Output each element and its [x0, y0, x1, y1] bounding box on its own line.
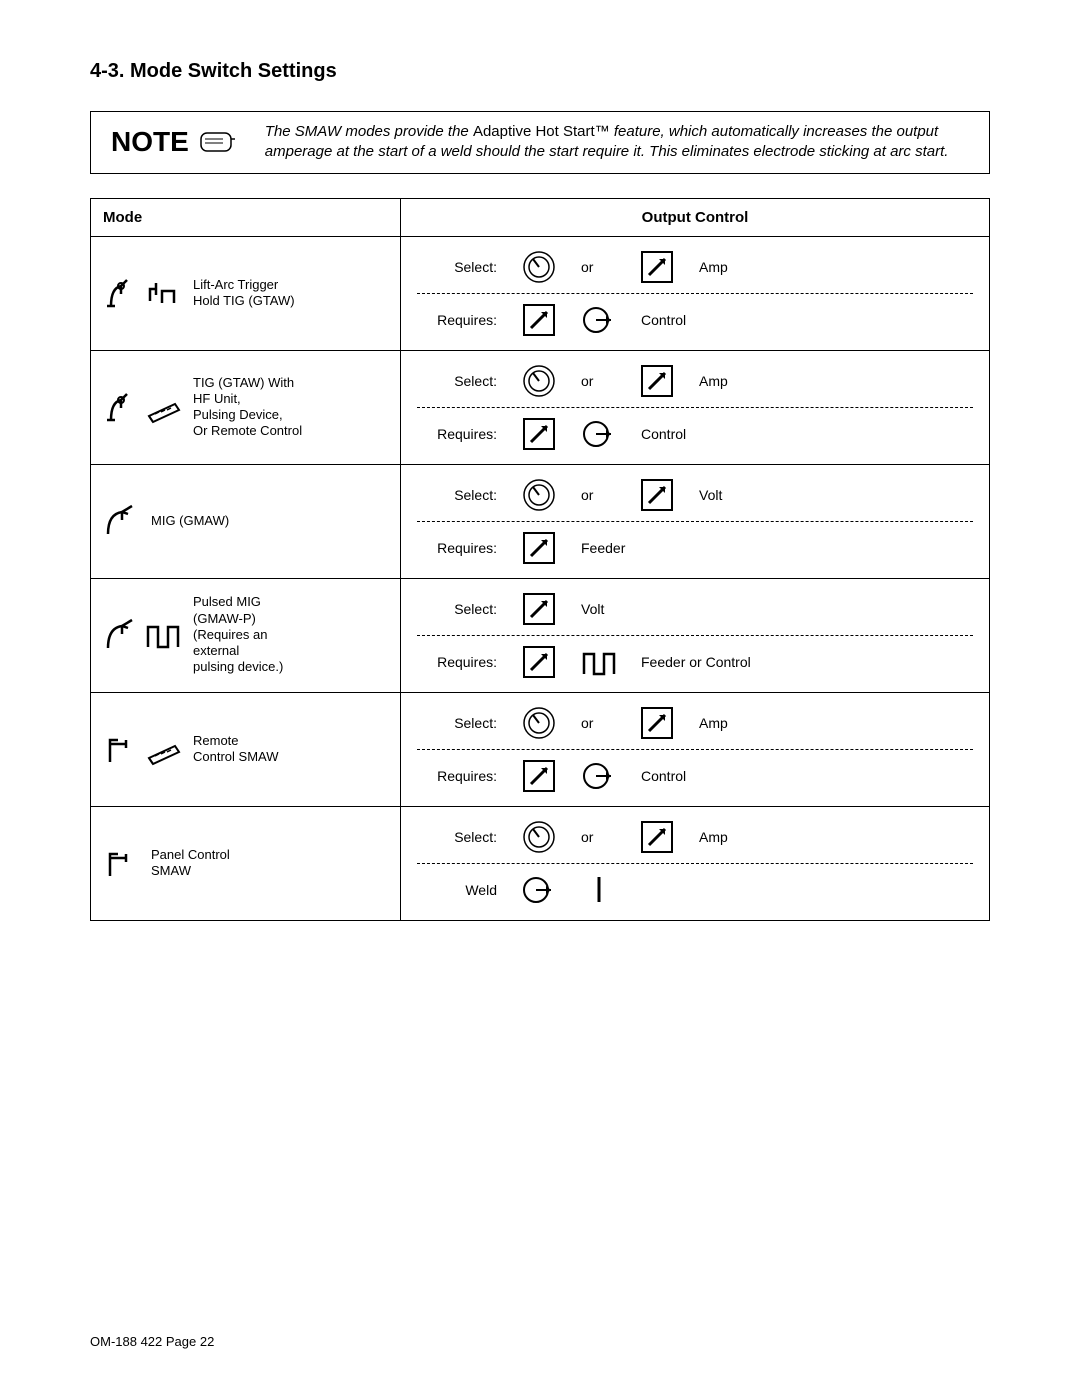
- mode-label: Remote Control SMAW: [193, 733, 278, 766]
- trigger-icon: [145, 275, 181, 311]
- control-text: Control: [641, 768, 686, 784]
- mode-cell: TIG (GTAW) With HF Unit, Pulsing Device,…: [91, 351, 401, 464]
- or-text: or: [581, 487, 615, 503]
- requires-label: Requires:: [417, 654, 497, 670]
- remote-panel-icon: [639, 819, 675, 855]
- mode-cell: Panel Control SMAW: [91, 807, 401, 920]
- tig-torch-icon: [103, 389, 139, 425]
- mode-cell: Lift-Arc Trigger Hold TIG (GTAW): [91, 237, 401, 350]
- remote-panel-icon: [639, 477, 675, 513]
- section-heading: 4-3. Mode Switch Settings: [90, 60, 990, 83]
- select-label: Select:: [417, 487, 497, 503]
- output-cell: Select: or Amp Requires: Control: [401, 237, 989, 350]
- mode-label: Pulsed MIG (GMAW-P) (Requires an externa…: [193, 594, 283, 675]
- volt-text: Volt: [699, 487, 733, 503]
- weld-label: Weld: [417, 882, 497, 898]
- remote-panel-icon: [521, 416, 557, 452]
- th-output: Output Control: [401, 199, 989, 236]
- requires-label: Requires:: [417, 312, 497, 328]
- note-p2: Adaptive Hot Start™: [473, 123, 610, 140]
- table-row: Panel Control SMAW Select: or Amp Weld: [91, 807, 989, 920]
- amp-text: Amp: [699, 829, 733, 845]
- note-box: NOTE The SMAW modes provide the Adaptive…: [90, 111, 990, 174]
- volt-text: Volt: [581, 601, 615, 617]
- or-text: or: [581, 829, 615, 845]
- modes-table: Mode Output Control Lift-Arc Trigger Hol…: [90, 198, 990, 921]
- select-label: Select:: [417, 259, 497, 275]
- mig-gun-icon: [103, 503, 139, 539]
- connector-icon: [521, 872, 557, 908]
- electrode-icon: [581, 872, 617, 908]
- select-label: Select:: [417, 715, 497, 731]
- foot-pedal-icon: [145, 731, 181, 767]
- stick-holder-icon: [103, 845, 139, 881]
- mode-label: Lift-Arc Trigger Hold TIG (GTAW): [193, 277, 295, 310]
- remote-panel-icon: [639, 705, 675, 741]
- note-label: NOTE: [111, 126, 189, 158]
- pointing-hand-icon: [199, 124, 235, 160]
- page-footer: OM-188 422 Page 22: [90, 1334, 214, 1349]
- remote-panel-icon: [521, 644, 557, 680]
- table-row: MIG (GMAW) Select: or Volt Requires: Fee…: [91, 465, 989, 579]
- mode-label: TIG (GTAW) With HF Unit, Pulsing Device,…: [193, 375, 302, 440]
- feeder-or-control-text: Feeder or Control: [641, 654, 751, 670]
- pulse-icon: [581, 644, 617, 680]
- dial-icon: [521, 477, 557, 513]
- select-label: Select:: [417, 829, 497, 845]
- mig-gun-icon: [103, 617, 139, 653]
- control-text: Control: [641, 312, 686, 328]
- or-text: or: [581, 259, 615, 275]
- mode-cell: Pulsed MIG (GMAW-P) (Requires an externa…: [91, 579, 401, 692]
- remote-panel-icon: [639, 249, 675, 285]
- control-text: Control: [641, 426, 686, 442]
- requires-label: Requires:: [417, 540, 497, 556]
- feeder-text: Feeder: [581, 540, 625, 556]
- table-row: Pulsed MIG (GMAW-P) (Requires an externa…: [91, 579, 989, 693]
- output-cell: Select: or Amp Requires: Control: [401, 351, 989, 464]
- note-p1: The SMAW modes provide the: [265, 123, 473, 140]
- remote-panel-icon: [521, 530, 557, 566]
- dial-icon: [521, 819, 557, 855]
- mode-cell: MIG (GMAW): [91, 465, 401, 578]
- output-cell: Select: or Amp Requires: Control: [401, 693, 989, 806]
- output-cell: Select: or Amp Weld: [401, 807, 989, 920]
- foot-pedal-icon: [145, 389, 181, 425]
- amp-text: Amp: [699, 715, 733, 731]
- select-label: Select:: [417, 373, 497, 389]
- amp-text: Amp: [699, 259, 733, 275]
- connector-icon: [581, 302, 617, 338]
- tig-torch-icon: [103, 275, 139, 311]
- select-label: Select:: [417, 601, 497, 617]
- dial-icon: [521, 363, 557, 399]
- note-text: The SMAW modes provide the Adaptive Hot …: [255, 122, 969, 163]
- or-text: or: [581, 373, 615, 389]
- mode-label: Panel Control SMAW: [151, 847, 230, 880]
- remote-panel-icon: [639, 363, 675, 399]
- table-header-row: Mode Output Control: [91, 199, 989, 237]
- remote-panel-icon: [521, 591, 557, 627]
- stick-holder-icon: [103, 731, 139, 767]
- dial-icon: [521, 249, 557, 285]
- mode-label: MIG (GMAW): [151, 513, 229, 529]
- amp-text: Amp: [699, 373, 733, 389]
- remote-panel-icon: [521, 758, 557, 794]
- output-cell: Select: Volt Requires: Feeder or Control: [401, 579, 989, 692]
- requires-label: Requires:: [417, 768, 497, 784]
- requires-label: Requires:: [417, 426, 497, 442]
- output-cell: Select: or Volt Requires: Feeder: [401, 465, 989, 578]
- mode-cell: Remote Control SMAW: [91, 693, 401, 806]
- connector-icon: [581, 758, 617, 794]
- connector-icon: [581, 416, 617, 452]
- dial-icon: [521, 705, 557, 741]
- table-row: TIG (GTAW) With HF Unit, Pulsing Device,…: [91, 351, 989, 465]
- table-row: Lift-Arc Trigger Hold TIG (GTAW) Select:…: [91, 237, 989, 351]
- pulse-icon: [145, 617, 181, 653]
- or-text: or: [581, 715, 615, 731]
- th-mode: Mode: [91, 199, 401, 236]
- table-row: Remote Control SMAW Select: or Amp Requi…: [91, 693, 989, 807]
- remote-panel-icon: [521, 302, 557, 338]
